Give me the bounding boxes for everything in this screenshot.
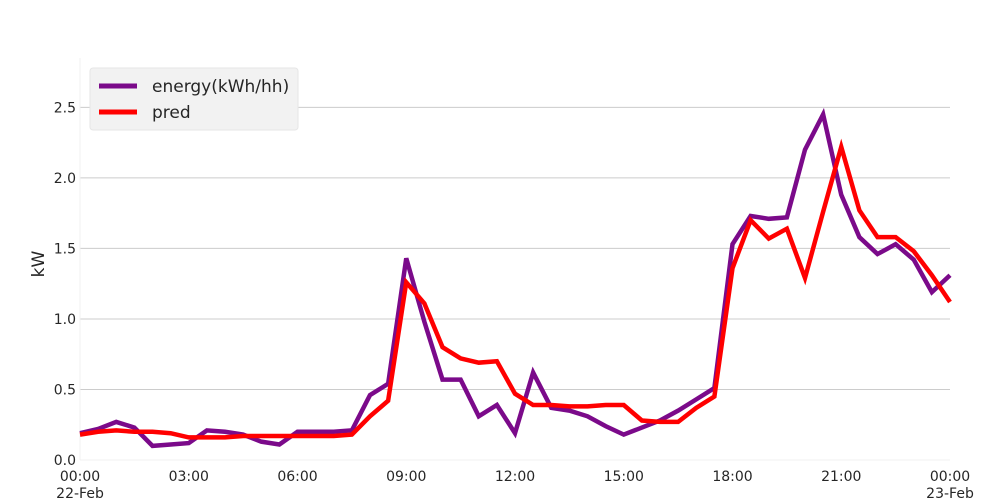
x-tick-label: 00:00 [60,469,100,485]
y-tick-label: 1.0 [54,312,76,328]
x-tick-label: 21:00 [821,469,861,485]
series-line-energy [79,107,952,449]
y-tick-label: 1.5 [54,241,76,257]
x-tick-sublabel: 22-Feb [56,486,104,500]
gridlines [80,106,950,390]
x-tick-label: 09:00 [386,469,426,485]
x-tick-label: 15:00 [604,469,644,485]
legend-entry-label: energy(kWh/hh) [152,77,289,97]
y-tick-label: 2.0 [54,171,76,187]
x-tick-sublabel: 23-Feb [926,486,974,500]
x-tick-label: 03:00 [169,469,209,485]
legend-entry-label: pred [152,103,191,123]
legend: energy(kWh/hh) pred [89,67,299,131]
y-tick-label: 2.5 [54,100,76,116]
y-tick-label: 0.5 [54,382,76,398]
series-lines [79,107,952,449]
series-line-pred [79,138,952,440]
y-axis-ticks: 0.0 0.5 1.0 1.5 2.0 2.5 [54,100,76,469]
x-tick-label: 18:00 [712,469,752,485]
x-tick-label: 00:00 [930,469,970,485]
x-tick-label: 06:00 [277,469,317,485]
y-axis-label: kW [29,250,49,277]
legend-box [89,67,299,131]
y-tick-label: 0.0 [54,453,76,469]
x-tick-label: 12:00 [495,469,535,485]
